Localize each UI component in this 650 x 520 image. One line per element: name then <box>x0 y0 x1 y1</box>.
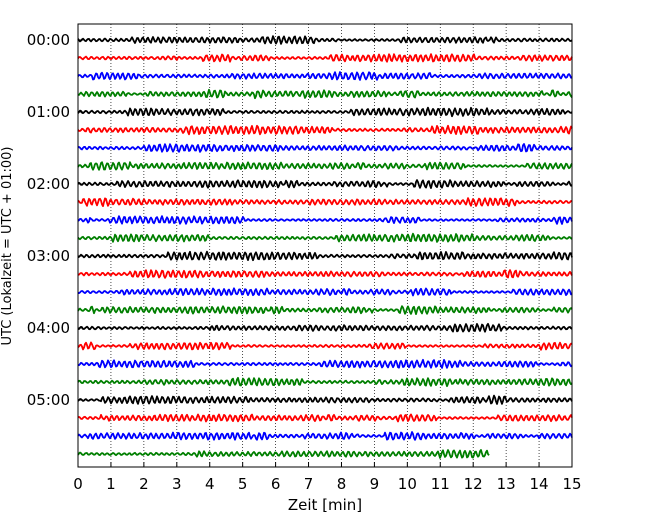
seismogram-trace <box>77 106 573 118</box>
seismogram-trace <box>77 413 573 423</box>
seismogram-trace <box>77 88 573 100</box>
x-tick-label: 0 <box>73 475 83 493</box>
x-tick-label: 13 <box>497 475 516 493</box>
grid-lines <box>110 24 540 467</box>
seismogram-traces <box>77 35 573 459</box>
plot-frame <box>77 23 573 468</box>
y-tick-label: 01:00 <box>27 103 70 121</box>
seismogram-trace <box>77 449 490 459</box>
x-tick-label: 14 <box>530 475 549 493</box>
seismogram-trace <box>77 305 573 316</box>
x-tick-label: 2 <box>139 475 149 493</box>
x-tick-label: 7 <box>304 475 314 493</box>
x-axis-label: Zeit [min] <box>288 496 362 514</box>
seismogram-trace <box>77 287 573 297</box>
seismogram-trace <box>77 322 573 333</box>
x-tick-label: 6 <box>271 475 281 493</box>
y-axis-ticks: 00:00 01:00 02:00 03:00 04:00 05:00 <box>27 31 83 409</box>
x-tick-label: 5 <box>238 475 248 493</box>
seismogram-trace <box>77 269 573 279</box>
seismogram-trace <box>77 161 573 171</box>
y-axis-label: UTC (Lokalzeit = UTC + 01:00) <box>0 147 15 346</box>
seismogram-trace <box>77 341 573 351</box>
x-axis-ticks: 0 1 2 3 4 5 6 7 8 9 10 11 12 13 14 15 <box>73 462 582 493</box>
y-tick-label: 00:00 <box>27 31 70 49</box>
x-tick-label: 11 <box>431 475 450 493</box>
seismogram-trace <box>77 124 573 136</box>
seismogram-trace <box>77 143 573 153</box>
seismogram-trace <box>77 232 573 243</box>
y-tick-label: 04:00 <box>27 319 70 337</box>
x-tick-label: 9 <box>370 475 380 493</box>
x-tick-label: 10 <box>398 475 417 493</box>
seismogram-trace <box>77 250 573 262</box>
seismogram-trace <box>77 431 573 441</box>
plot-area <box>78 24 572 467</box>
x-tick-label: 8 <box>337 475 347 493</box>
x-tick-label: 12 <box>464 475 483 493</box>
seismogram-trace <box>77 35 573 45</box>
seismogram-trace <box>77 179 573 189</box>
x-tick-label: 3 <box>172 475 182 493</box>
seismogram-trace <box>77 197 573 208</box>
x-tick-label: 4 <box>205 475 215 493</box>
y-tick-label: 03:00 <box>27 247 70 265</box>
x-tick-label: 15 <box>562 475 581 493</box>
seismogram-trace <box>77 394 573 405</box>
seismogram-trace <box>77 215 573 225</box>
seismogram-trace <box>77 53 573 63</box>
y-tick-label: 05:00 <box>27 391 70 409</box>
x-tick-label: 1 <box>106 475 116 493</box>
y-tick-label: 02:00 <box>27 175 70 193</box>
seismogram-trace <box>77 358 573 369</box>
seismogram-trace <box>77 71 573 81</box>
seismogram-trace <box>77 376 573 388</box>
